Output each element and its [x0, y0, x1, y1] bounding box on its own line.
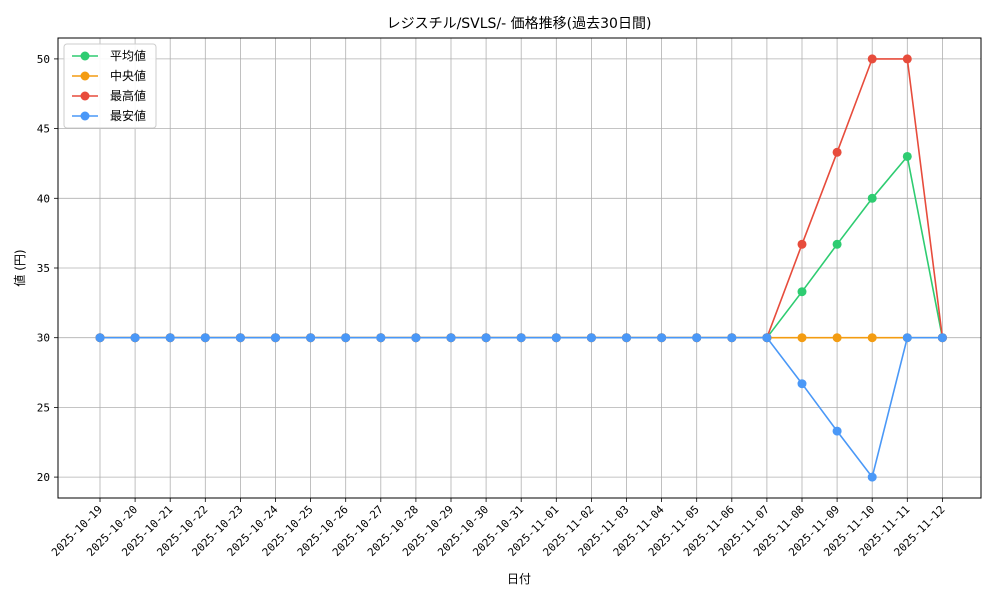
legend-label: 平均値 [110, 48, 146, 63]
data-point [95, 333, 105, 343]
y-tick-label: 40 [37, 192, 50, 205]
data-point [832, 239, 842, 249]
data-point [271, 333, 280, 343]
legend-marker [80, 111, 90, 121]
y-tick-label: 25 [37, 401, 50, 414]
data-point [867, 193, 877, 203]
data-point [341, 333, 351, 343]
y-tick-label: 45 [37, 123, 50, 136]
data-point [692, 333, 702, 343]
data-point [411, 333, 421, 343]
data-point [867, 54, 877, 64]
x-axis-label: 日付 [507, 572, 531, 586]
legend-label: 最安値 [110, 108, 146, 123]
data-point [867, 472, 877, 482]
data-point [937, 333, 947, 343]
data-point [762, 333, 772, 343]
legend-entry: 中央値 [72, 68, 146, 83]
y-tick-label: 50 [37, 53, 50, 66]
data-point [235, 333, 245, 343]
data-point [832, 147, 842, 157]
data-point [516, 333, 526, 343]
data-point [200, 333, 210, 343]
chart-title: レジスチル/SVLS/- 価格推移(過去30日間) [387, 16, 652, 32]
series-layer [95, 54, 947, 482]
data-point [551, 333, 561, 343]
data-point [446, 333, 456, 343]
data-point [832, 426, 842, 436]
data-point [376, 333, 386, 343]
y-axis-label: 値 (円) [12, 249, 27, 286]
data-point [797, 239, 807, 249]
data-point [306, 333, 316, 343]
legend-entry: 最高値 [72, 88, 146, 103]
data-point [622, 333, 631, 343]
data-point [797, 333, 807, 343]
data-point [657, 333, 667, 343]
y-tick-label: 30 [37, 332, 50, 345]
data-point [797, 379, 807, 389]
y-axis: 20 25 30 35 40 45 50 [37, 53, 58, 484]
legend-label: 中央値 [110, 68, 146, 83]
data-point [902, 333, 912, 343]
data-point [727, 333, 737, 343]
data-point [867, 333, 877, 343]
legend-marker [80, 71, 90, 81]
data-point [902, 151, 912, 161]
data-point [902, 54, 912, 64]
series-3 [95, 333, 947, 482]
data-point [586, 333, 596, 343]
data-point [832, 333, 842, 343]
data-point [165, 333, 175, 343]
data-point [797, 287, 807, 297]
legend-label: 最高値 [110, 88, 146, 103]
legend-marker [80, 51, 90, 61]
y-tick-label: 20 [37, 471, 50, 484]
y-tick-label: 35 [37, 262, 50, 275]
legend-entry: 最安値 [72, 108, 146, 123]
data-point [130, 333, 140, 343]
data-point [481, 333, 491, 343]
legend-marker [80, 91, 90, 101]
legend-box [63, 43, 157, 129]
legend-entry: 平均値 [72, 48, 146, 63]
